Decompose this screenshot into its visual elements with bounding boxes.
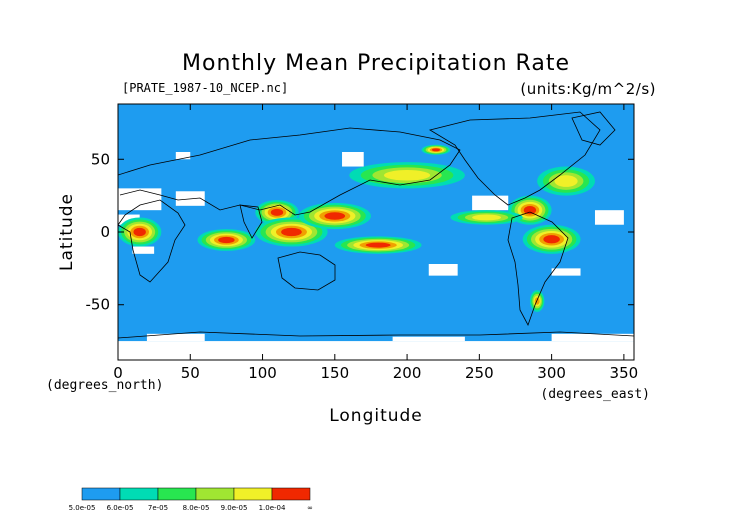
colorbar-swatch [233,487,273,501]
precip-region [197,229,256,251]
precip-region [529,290,545,312]
x-unit-label: (degrees_east) [540,387,650,402]
colorbar-label: 8.0e-05 [183,504,210,512]
y-tick-label: -50 [86,296,111,314]
no-data-cells [118,152,634,360]
colorbar-label: 6.0e-05 [107,504,134,512]
x-axis-title: Longitude [329,406,423,426]
x-tick-label: 250 [465,364,494,382]
precip-contour [365,242,391,248]
colorbar-label: 7e-05 [148,504,168,512]
precip-contour [523,206,537,215]
x-tick-label: 300 [537,364,566,382]
north-america-outline [428,111,601,206]
precip-region [522,224,581,254]
y-tick-label: 50 [91,150,110,168]
y-axis-title: Latitude [57,193,77,271]
plot-area [118,104,634,360]
precip-fields [118,144,595,312]
precip-contour [554,175,578,187]
x-tick-label: 100 [248,364,277,382]
no-data-cell [472,195,509,211]
chart-title: Monthly Mean Precipitation Rate [182,51,570,76]
y-tick-label: 0 [100,223,110,241]
precip-contour [281,227,302,237]
precip-contour [324,212,346,220]
colorbar: 5.0e-05 6.0e-05 7e-05 8.0e-05 9.0e-05 1.0e-04… [69,487,313,512]
precip-region [349,162,465,189]
colorbar-swatch [195,487,235,501]
x-tick-label: 0 [113,364,123,382]
colorbar-swatch [81,487,121,501]
x-tick-label: 200 [393,364,422,382]
colorbar-swatch [157,487,197,501]
no-data-cell [551,333,634,342]
colorbar-label: 1.0e-04 [259,504,286,512]
colorbar-label: ∞ [307,504,313,512]
precip-contour [543,235,560,244]
x-axis: 0 50 100 150 200 250 300 350 [113,104,638,382]
no-data-cell [594,210,624,225]
precip-region [298,202,371,230]
precip-region [118,217,162,247]
dataset-label: [PRATE_1987-10_NCEP.nc] [122,81,288,95]
no-data-cell [118,341,634,360]
precip-contour [270,208,284,216]
x-tick-label: 350 [610,364,639,382]
precip-contour [218,236,235,244]
no-data-cell [428,264,458,276]
no-data-cell [146,333,205,342]
precip-contour [431,148,441,152]
x-tick-label: 150 [320,364,349,382]
no-data-cell [392,336,465,342]
no-data-cell [551,268,581,276]
no-data-cell [118,188,162,211]
x-tick-label: 50 [181,364,200,382]
south-america-outline [507,211,569,326]
units-label: (units:Kg/m^2/s) [520,80,656,98]
coastline-outlines [118,111,634,339]
precip-contour [133,227,146,237]
precip-region [450,210,523,225]
precip-region [334,236,422,254]
y-unit-label: (degrees_north) [46,378,163,393]
no-data-cell [342,152,364,167]
precip-contour [383,170,431,181]
colorbar-swatch [271,487,311,501]
antarctica-outline [118,331,634,339]
colorbar-label: 5.0e-05 [69,504,96,512]
y-axis: 50 0 -50 [86,150,634,314]
no-data-cell [175,152,191,160]
colorbar-swatch [119,487,159,501]
india-outline [239,204,263,239]
colorbar-label: 9.0e-05 [221,504,248,512]
precip-contour [472,214,502,221]
greenland-outline [571,111,616,146]
africa-outline [118,199,186,283]
eurasia-outline [118,127,461,216]
australia-outline [277,251,336,291]
precip-region [421,144,451,155]
precip-region [537,166,595,196]
no-data-cell [132,246,155,254]
